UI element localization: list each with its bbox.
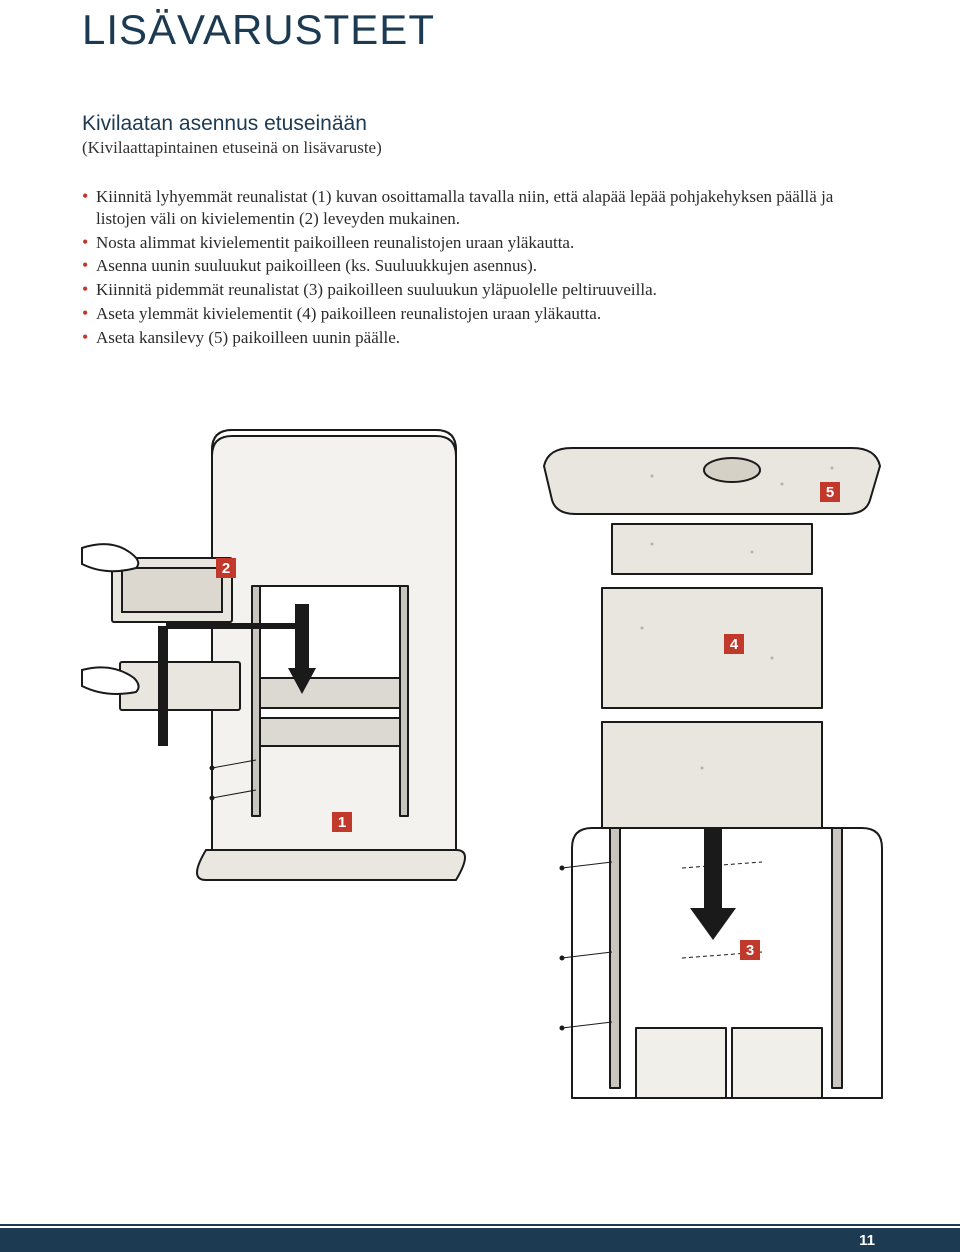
list-item: Aseta kansilevy (5) paikoilleen uunin pä…	[82, 327, 878, 349]
diagram-right	[532, 428, 932, 1108]
list-item: Aseta ylemmät kivielementit (4) paikoill…	[82, 303, 878, 325]
callout-3: 3	[740, 940, 760, 960]
callout-1: 1	[332, 812, 352, 832]
footer-rule	[0, 1224, 960, 1226]
page-footer: 11	[0, 1228, 960, 1252]
callout-5: 5	[820, 482, 840, 502]
page-title: LISÄVARUSTEET	[82, 0, 878, 54]
list-item: Nosta alimmat kivielementit paikoilleen …	[82, 232, 878, 254]
instruction-list: Kiinnitä lyhyemmät reunalistat (1) kuvan…	[82, 186, 878, 348]
page-subtitle: Kivilaatan asennus etuseinään	[82, 112, 878, 136]
list-item: Kiinnitä lyhyemmät reunalistat (1) kuvan…	[82, 186, 878, 230]
callout-2: 2	[216, 558, 236, 578]
page-note: (Kivilaattapintainen etuseinä on lisävar…	[82, 138, 878, 158]
list-item: Asenna uunin suuluukut paikoilleen (ks. …	[82, 255, 878, 277]
callout-4: 4	[724, 634, 744, 654]
page-number: 11	[859, 1232, 875, 1249]
manual-page: LISÄVARUSTEET Kivilaatan asennus etusein…	[0, 0, 960, 1252]
diagram-area: 2 1	[82, 418, 878, 1098]
diagram-left	[82, 418, 462, 918]
list-item: Kiinnitä pidemmät reunalistat (3) paikoi…	[82, 279, 878, 301]
